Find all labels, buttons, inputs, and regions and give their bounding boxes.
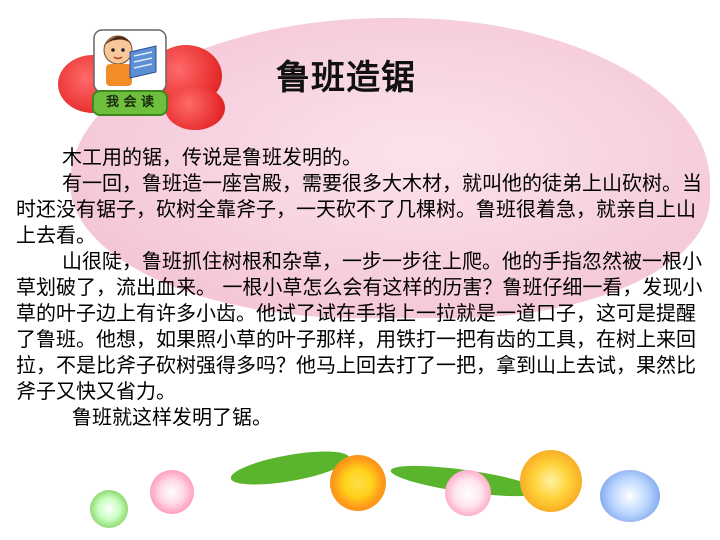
- flower-decoration: [600, 470, 660, 522]
- paragraph: 木工用的锯，传说是鲁班发明的。: [62, 145, 362, 169]
- flower-decoration: [90, 490, 128, 528]
- paragraph: 有一回，鲁班造一座宫殿，需要很多大木材，就叫他的徒弟上山砍树。当时还没有锯子，砍…: [16, 171, 702, 247]
- flower-decoration: [520, 450, 582, 512]
- reader-badge-label: 我 会 读: [105, 95, 155, 110]
- flower-decoration: [330, 455, 386, 511]
- flower-decoration: [445, 470, 491, 516]
- boy-reading-book-icon: [90, 22, 170, 94]
- paragraph: 鲁班就这样发明了锯。: [72, 405, 272, 429]
- reader-badge: 我 会 读: [92, 90, 168, 116]
- article-text: 木工用的锯，传说是鲁班发明的。 有一回，鲁班造一座宫殿，需要很多大木材，就叫他的…: [16, 144, 706, 430]
- flower-petal-bottom: [165, 86, 225, 130]
- flower-decoration: [150, 470, 194, 514]
- page-title: 鲁班造锯: [276, 58, 416, 98]
- paragraph: 山很陡，鲁班抓住树根和杂草，一步一步往上爬。他的手指忽然被一根小草划破了，流出血…: [16, 249, 703, 403]
